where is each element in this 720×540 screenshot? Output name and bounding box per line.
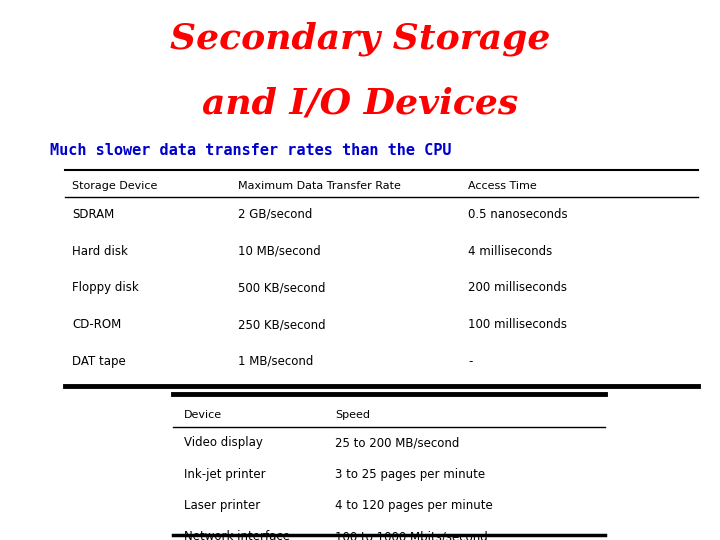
- Text: 1 MB/second: 1 MB/second: [238, 355, 313, 368]
- Text: SDRAM: SDRAM: [72, 208, 114, 221]
- Text: 100 to 1000 Mbits/second: 100 to 1000 Mbits/second: [335, 530, 487, 540]
- Text: Laser printer: Laser printer: [184, 499, 260, 512]
- Text: CD-ROM: CD-ROM: [72, 318, 121, 331]
- Text: Access Time: Access Time: [468, 181, 536, 191]
- Text: -: -: [468, 355, 472, 368]
- Text: Network interface: Network interface: [184, 530, 289, 540]
- Text: Secondary Storage: Secondary Storage: [170, 22, 550, 56]
- Text: Hard disk: Hard disk: [72, 245, 128, 258]
- Text: 2 GB/second: 2 GB/second: [238, 208, 312, 221]
- Text: 3 to 25 pages per minute: 3 to 25 pages per minute: [335, 468, 485, 481]
- Text: 500 KB/second: 500 KB/second: [238, 281, 325, 294]
- Text: Maximum Data Transfer Rate: Maximum Data Transfer Rate: [238, 181, 400, 191]
- Text: 25 to 200 MB/second: 25 to 200 MB/second: [335, 436, 459, 449]
- Text: DAT tape: DAT tape: [72, 355, 126, 368]
- Text: Video display: Video display: [184, 436, 263, 449]
- Text: 200 milliseconds: 200 milliseconds: [468, 281, 567, 294]
- Text: 10 MB/second: 10 MB/second: [238, 245, 320, 258]
- Text: 0.5 nanoseconds: 0.5 nanoseconds: [468, 208, 567, 221]
- Text: Storage Device: Storage Device: [72, 181, 158, 191]
- Text: Device: Device: [184, 410, 222, 421]
- Text: and I/O Devices: and I/O Devices: [202, 86, 518, 120]
- Text: 4 milliseconds: 4 milliseconds: [468, 245, 552, 258]
- Text: Floppy disk: Floppy disk: [72, 281, 139, 294]
- Text: Ink-jet printer: Ink-jet printer: [184, 468, 265, 481]
- Text: Much slower data transfer rates than the CPU: Much slower data transfer rates than the…: [50, 143, 452, 158]
- Text: 250 KB/second: 250 KB/second: [238, 318, 325, 331]
- Text: Speed: Speed: [335, 410, 370, 421]
- Text: 100 milliseconds: 100 milliseconds: [468, 318, 567, 331]
- Text: 4 to 120 pages per minute: 4 to 120 pages per minute: [335, 499, 492, 512]
